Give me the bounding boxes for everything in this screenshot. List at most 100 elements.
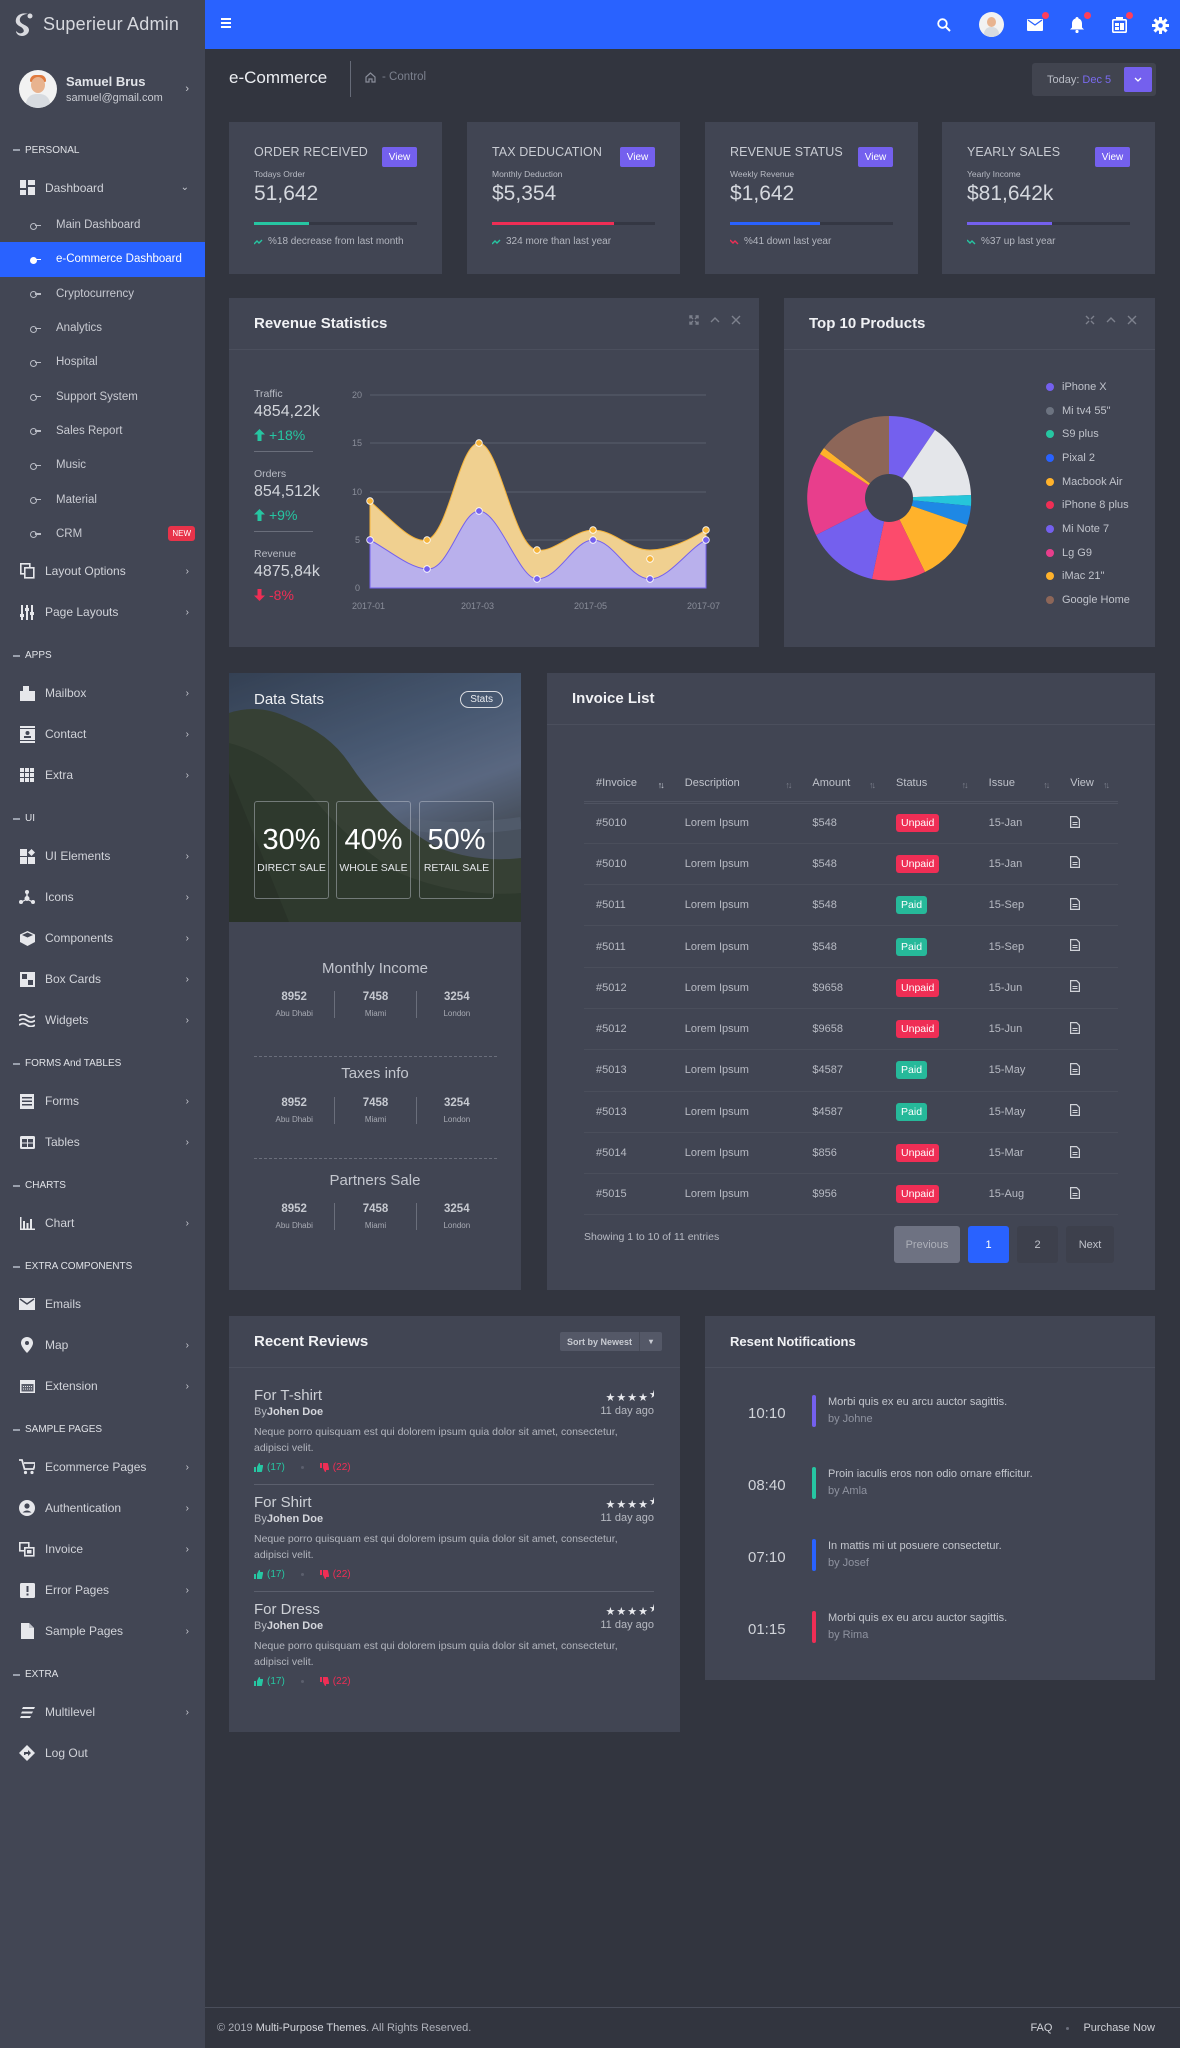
sidebar-item-extra[interactable]: Extra › [0, 755, 205, 796]
sidebar-item-multilevel[interactable]: Multilevel › [0, 1692, 205, 1733]
sidebar-item-authentication[interactable]: Authentication › [0, 1488, 205, 1529]
brand[interactable]: Superieur Admin [0, 0, 205, 49]
sidebar-item-sales-report[interactable]: Sales Report [0, 414, 205, 448]
invoice-issue: 15-Jun [976, 1008, 1059, 1051]
view-button[interactable]: View [1095, 147, 1130, 167]
dashboard-widget-icon[interactable] [1108, 12, 1133, 36]
close-icon[interactable] [731, 315, 741, 325]
menu-toggle-icon[interactable] [221, 18, 231, 28]
thumbs-up-icon[interactable] [254, 1570, 263, 1579]
group-title: Monthly Income [322, 960, 428, 977]
sidebar-item-dashboard[interactable]: Dashboard ⌄ [0, 167, 205, 208]
sidebar-item-icons[interactable]: Icons › [0, 877, 205, 918]
view-button[interactable]: View [858, 147, 893, 167]
sidebar-item-box-cards[interactable]: Box Cards › [0, 959, 205, 1000]
document-icon[interactable] [1070, 1104, 1081, 1117]
sidebar-item-contact[interactable]: Contact › [0, 714, 205, 755]
gear-icon[interactable] [1149, 14, 1171, 36]
footer-brand-link[interactable]: Multi-Purpose Themes [255, 2022, 367, 2034]
notification-item[interactable]: 01:15 Morbi quis ex eu arcu auctor sagitt… [705, 1611, 1155, 1651]
sidebar-item-emails[interactable]: Emails [0, 1284, 205, 1325]
sidebar-item-page-layouts[interactable]: Page Layouts › [0, 592, 205, 633]
document-icon[interactable] [1070, 1186, 1081, 1199]
sidebar-item-crm[interactable]: CRM NEW [0, 517, 205, 551]
document-icon[interactable] [1070, 815, 1081, 828]
document-icon[interactable] [1070, 939, 1081, 952]
sidebar-item-material[interactable]: Material [0, 482, 205, 516]
document-icon[interactable] [1070, 856, 1081, 869]
fullscreen-icon[interactable] [689, 315, 699, 325]
sidebar-item-extension[interactable]: Extension › [0, 1366, 205, 1407]
page-1-button[interactable]: 1 [968, 1226, 1009, 1263]
date-dropdown-button[interactable] [1124, 67, 1152, 92]
faq-link[interactable]: FAQ [1030, 2022, 1053, 2034]
purchase-now-link[interactable]: Purchase Now [1083, 2022, 1155, 2034]
next-button[interactable]: Next [1066, 1226, 1114, 1263]
caret-down-icon: ▾ [639, 1332, 662, 1351]
collapse-icon[interactable] [710, 315, 720, 325]
notification-message: Morbi quis ex eu arcu auctor sagittis. [828, 1396, 1008, 1408]
thumbs-up-icon[interactable] [254, 1463, 263, 1472]
close-icon[interactable] [1127, 315, 1137, 325]
previous-button[interactable]: Previous [894, 1226, 960, 1263]
mailbox-icon [19, 685, 35, 701]
sidebar-item-hospital[interactable]: Hospital [0, 345, 205, 379]
thumbs-down-icon[interactable] [319, 1570, 329, 1579]
sidebar-item-mailbox[interactable]: Mailbox › [0, 673, 205, 714]
sidebar-item-forms[interactable]: Forms › [0, 1081, 205, 1122]
sidebar-item-tables[interactable]: Tables › [0, 1122, 205, 1163]
collapse-icon[interactable] [1106, 315, 1116, 325]
sidebar-item-map[interactable]: Map › [0, 1325, 205, 1366]
sidebar-item-log-out[interactable]: Log Out [0, 1733, 205, 1774]
topbar-avatar[interactable] [979, 12, 1004, 37]
thumbs-down-icon[interactable] [319, 1463, 329, 1472]
sidebar-item-ui-elements[interactable]: UI Elements › [0, 836, 205, 877]
thumbs-up-icon[interactable] [254, 1677, 263, 1686]
fullscreen-icon[interactable] [1085, 315, 1095, 325]
sidebar-item-ecommerce-dashboard[interactable]: e-Commerce Dashboard [0, 242, 205, 277]
user-panel[interactable]: Samuel Brus samuel@gmail.com › [0, 49, 205, 129]
sidebar-item-components[interactable]: Components › [0, 918, 205, 959]
column-header-invoice[interactable]: #Invoice ↑↓ [584, 766, 673, 804]
document-icon[interactable] [1070, 1145, 1081, 1158]
sidebar-item-invoice[interactable]: Invoice › [0, 1529, 205, 1570]
sidebar-item-ecommerce-pages[interactable]: Ecommerce Pages › [0, 1447, 205, 1488]
notification-item[interactable]: 07:10 In mattis mi ut posuere consectetur… [705, 1539, 1155, 1579]
sidebar-item-main-dashboard[interactable]: Main Dashboard [0, 208, 205, 242]
home-icon[interactable] [365, 71, 376, 83]
column-header-amount[interactable]: Amount ↑↓ [800, 766, 885, 804]
view-button[interactable]: View [620, 147, 655, 167]
sidebar-item-analytics[interactable]: Analytics [0, 311, 205, 345]
notification-item[interactable]: 08:40 Proin iaculis eros non odio ornare … [705, 1467, 1155, 1507]
thumbs-down-icon[interactable] [319, 1677, 329, 1686]
stats-pill[interactable]: Stats [460, 691, 503, 708]
column-header-view[interactable]: View ↑↓ [1058, 766, 1118, 804]
column-header-issue[interactable]: Issue ↑↓ [976, 766, 1059, 804]
sidebar-item-widgets[interactable]: Widgets › [0, 1000, 205, 1041]
sidebar-item-support-system[interactable]: Support System [0, 379, 205, 413]
view-button[interactable]: View [382, 147, 417, 167]
breadcrumb-current: - Control [382, 71, 427, 83]
date-picker[interactable]: Today: Dec 5 [1032, 63, 1156, 96]
sidebar-item-music[interactable]: Music [0, 448, 205, 482]
sidebar-item-chart[interactable]: Chart › [0, 1203, 205, 1244]
sort-dropdown[interactable]: Sort by Newest ▾ [560, 1332, 662, 1351]
sidebar-item-sample-pages[interactable]: Sample Pages › [0, 1611, 205, 1652]
sidebar-item-error-pages[interactable]: Error Pages › [0, 1570, 205, 1611]
document-icon[interactable] [1070, 1021, 1081, 1034]
column-header-description[interactable]: Description ↑↓ [672, 766, 801, 804]
bar-chart-icon [19, 1215, 35, 1231]
sidebar-item-layout-options[interactable]: Layout Options › [0, 551, 205, 592]
search-icon[interactable] [933, 14, 955, 36]
invoice-description: Lorem Ipsum [672, 1132, 801, 1175]
document-icon[interactable] [1070, 897, 1081, 910]
document-icon[interactable] [1070, 1062, 1081, 1075]
footer: © 2019 Multi-Purpose Themes. All Rights … [205, 2007, 1180, 2048]
page-2-button[interactable]: 2 [1017, 1226, 1058, 1263]
sidebar-item-cryptocurrency[interactable]: Cryptocurrency [0, 277, 205, 311]
document-icon[interactable] [1070, 980, 1081, 993]
bell-icon[interactable] [1066, 12, 1091, 36]
notification-item[interactable]: 10:10 Morbi quis ex eu arcu auctor sagitt… [705, 1395, 1155, 1435]
mail-icon[interactable] [1024, 12, 1049, 36]
column-header-status[interactable]: Status ↑↓ [884, 766, 977, 804]
